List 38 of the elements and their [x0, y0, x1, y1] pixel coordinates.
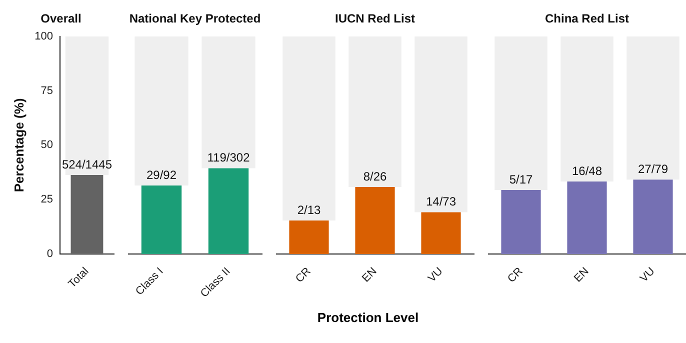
bar: [560, 36, 614, 182]
bar: [282, 36, 336, 220]
x-tick-label: CR: [294, 265, 314, 286]
x-tick-label: VU: [426, 265, 446, 285]
y-tick-label: 50: [40, 139, 53, 152]
x-tick-label: EN: [360, 265, 380, 285]
bar: [348, 36, 402, 187]
y-axis-title: Percentage (%): [11, 98, 26, 192]
data-label: 14/73: [426, 194, 456, 209]
data-label: 524/1445: [62, 157, 112, 172]
bar: [626, 36, 680, 180]
data-label: 27/79: [638, 162, 668, 176]
data-label: 8/26: [363, 169, 387, 184]
chart-title: National Key Protected: [129, 12, 261, 26]
bar: [355, 186, 395, 254]
y-tick-label: 25: [40, 194, 53, 206]
bar: [289, 220, 329, 254]
data-label: 29/92: [146, 168, 177, 182]
bar: [414, 36, 468, 212]
bar: [501, 190, 541, 254]
x-tick-label: VU: [638, 265, 658, 285]
data-label: 2/13: [297, 202, 321, 217]
y-tick-label: 100: [34, 30, 53, 42]
data-label: 119/302: [207, 150, 250, 165]
data-label: 16/48: [572, 164, 602, 178]
x-axis-title: Protection Level: [316, 310, 420, 325]
x-tick-label: EN: [572, 265, 592, 285]
chart-title: Overall: [40, 12, 82, 26]
bar: [633, 180, 673, 254]
bar: [421, 212, 461, 254]
chart-title: China Red List: [544, 12, 630, 26]
x-tick-label: CR: [506, 265, 526, 286]
bar: [567, 182, 607, 254]
y-tick-label: 0: [46, 248, 53, 260]
chart-title: IUCN Red List: [334, 12, 416, 26]
data-label: 5/17: [509, 172, 533, 186]
y-tick-label: 75: [40, 84, 53, 97]
bar: [494, 36, 548, 190]
